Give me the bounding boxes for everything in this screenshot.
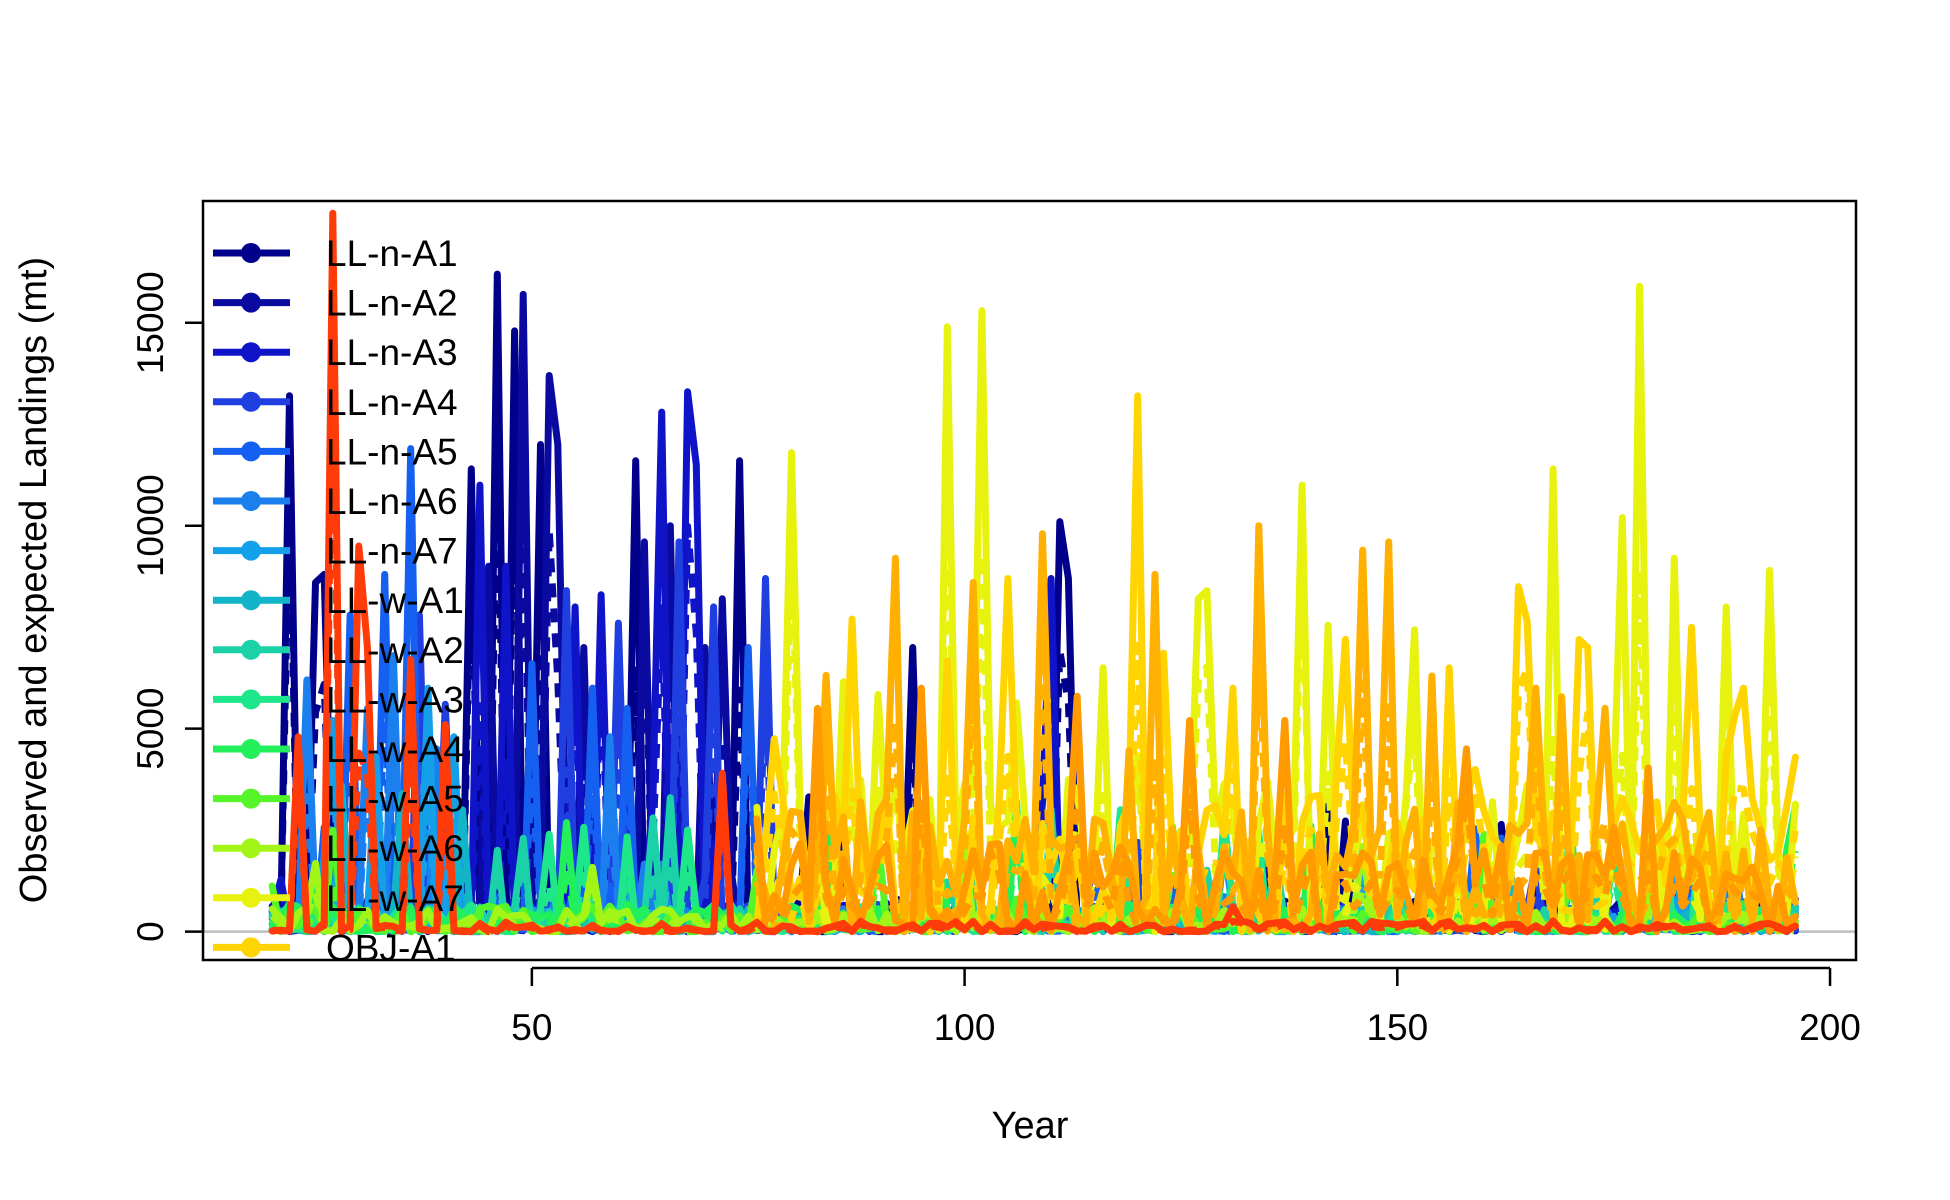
- legend-item: LL-w-A5: [213, 779, 464, 820]
- legend-marker: [241, 441, 261, 462]
- y-axis-title: Observed and expected Landings (mt): [13, 257, 55, 903]
- series-unlabeled-17: [268, 209, 1799, 936]
- legend-label: LL-n-A4: [326, 382, 458, 423]
- legend-label: LL-w-A6: [326, 828, 464, 869]
- legend-label: OBJ-A1: [326, 927, 456, 968]
- legend-marker: [241, 788, 261, 809]
- series-unlabeled-16: [753, 684, 1799, 936]
- legend-label: LL-w-A3: [326, 679, 464, 720]
- y-tick-label: 5000: [130, 687, 171, 769]
- expected-line: [271, 345, 1797, 936]
- x-tick-label: 200: [1799, 1007, 1861, 1048]
- x-tick-label: 50: [511, 1007, 552, 1048]
- legend-marker: [241, 739, 261, 759]
- expected-line: [753, 462, 1799, 936]
- legend-item: LL-n-A6: [213, 481, 458, 522]
- legend-item: LL-n-A2: [213, 283, 458, 324]
- legend-label: LL-n-A1: [326, 233, 458, 274]
- legend-marker: [241, 937, 261, 958]
- legend-marker: [241, 540, 261, 561]
- legend-item: LL-n-A7: [213, 531, 458, 572]
- legend-label: LL-n-A6: [326, 481, 458, 522]
- series-layer: [268, 209, 1799, 936]
- legend-label: LL-w-A7: [326, 878, 464, 919]
- legend-marker: [241, 887, 261, 908]
- legend-label: LL-n-A7: [326, 531, 458, 572]
- legend-marker: [241, 243, 261, 263]
- legend-marker: [241, 491, 261, 511]
- legend-item: LL-n-A3: [213, 332, 458, 373]
- legend-item: LL-n-A4: [213, 382, 458, 423]
- legend-label: LL-w-A4: [326, 729, 464, 770]
- legend-marker: [241, 838, 261, 859]
- legend-item: LL-w-A2: [213, 630, 464, 671]
- legend-item: OBJ-A1: [213, 927, 456, 968]
- legend-marker: [241, 689, 261, 710]
- legend-label: LL-n-A3: [326, 332, 458, 373]
- legend-marker: [241, 391, 261, 412]
- legend-label: LL-w-A5: [326, 779, 464, 820]
- legend-item: LL-w-A1: [213, 580, 464, 621]
- y-tick-label: 15000: [130, 271, 171, 374]
- y-axis: 0 5000 10000 15000: [130, 271, 205, 942]
- legend-item: LL-w-A7: [213, 878, 464, 919]
- y-tick-label: 10000: [130, 474, 171, 577]
- observed-line: [753, 684, 1799, 935]
- legend-marker: [241, 590, 261, 611]
- legend: LL-n-A1 LL-n-A2 LL-n-A3 LL-n-A4 LL-n-A5 LL-n-…: [213, 233, 464, 968]
- legend-marker: [241, 639, 261, 660]
- legend-label: LL-w-A1: [326, 580, 464, 621]
- legend-item: LL-w-A3: [213, 679, 464, 720]
- expected-line: [753, 762, 1798, 936]
- x-axis: 50 100 150 200: [511, 966, 1861, 1048]
- legend-label: LL-n-A2: [326, 283, 458, 324]
- x-axis-title: Year: [992, 1105, 1069, 1147]
- legend-item: LL-n-A1: [213, 233, 458, 274]
- legend-label: LL-n-A5: [326, 431, 458, 472]
- y-tick-label: 0: [130, 921, 171, 942]
- legend-label: LL-w-A2: [326, 630, 464, 671]
- x-tick-label: 150: [1366, 1007, 1428, 1048]
- legend-item: LL-w-A4: [213, 729, 464, 770]
- legend-item: LL-w-A6: [213, 828, 464, 869]
- legend-marker: [241, 292, 261, 313]
- x-tick-label: 100: [934, 1007, 996, 1048]
- legend-item: LL-n-A5: [213, 431, 458, 472]
- legend-marker: [241, 342, 261, 363]
